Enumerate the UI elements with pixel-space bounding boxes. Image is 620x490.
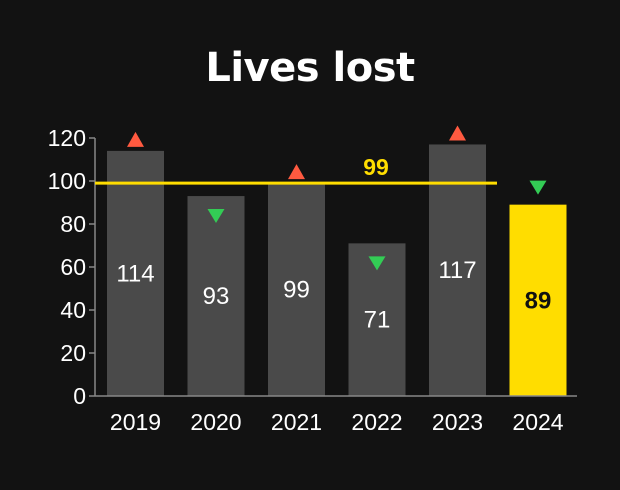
y-tick-label: 60 xyxy=(60,254,86,280)
y-tick-label: 120 xyxy=(48,125,86,151)
data-label-2019: 114 xyxy=(116,260,154,287)
bar-2024 xyxy=(509,204,567,396)
y-tick-label: 40 xyxy=(60,297,86,323)
bar-2021 xyxy=(268,183,325,396)
x-tick-label-2021: 2021 xyxy=(271,409,322,435)
y-tick-label: 100 xyxy=(48,168,86,194)
trend-up-icon xyxy=(127,131,144,147)
data-label-2021: 99 xyxy=(283,277,310,304)
bar-2019 xyxy=(107,150,164,396)
data-label-2024: 89 xyxy=(525,287,552,314)
data-labels: 114 93 99 71 117 89 xyxy=(116,257,551,333)
x-tick-label-2023: 2023 xyxy=(432,409,483,435)
reference-line-label: 99 xyxy=(363,154,389,180)
y-axis: 0 20 40 60 80 100 120 xyxy=(48,125,96,409)
x-axis: 2019 2020 2021 2022 2023 2024 xyxy=(95,395,577,435)
data-label-2023: 117 xyxy=(438,257,476,284)
trend-up-icon xyxy=(449,125,466,141)
y-tick-label: 20 xyxy=(60,340,86,366)
x-tick-label-2022: 2022 xyxy=(351,409,402,435)
bar-2023 xyxy=(429,144,486,396)
trend-down-icon xyxy=(529,180,547,195)
bars xyxy=(107,144,567,396)
trend-up-icon xyxy=(288,164,305,180)
y-tick-label: 0 xyxy=(73,383,86,409)
chart-title: Lives lost xyxy=(205,45,415,91)
x-tick-label-2024: 2024 xyxy=(512,409,563,435)
trend-down-icon xyxy=(207,209,225,224)
trend-down-icon xyxy=(368,256,386,271)
x-tick-label-2019: 2019 xyxy=(110,409,161,435)
data-label-2020: 93 xyxy=(203,283,230,310)
y-tick-label: 80 xyxy=(60,211,86,237)
bar-2020 xyxy=(187,196,245,396)
data-label-2022: 71 xyxy=(364,307,391,334)
reference-line-group: 99 xyxy=(95,154,497,185)
trend-markers xyxy=(127,125,547,271)
x-tick-label-2020: 2020 xyxy=(190,409,241,435)
